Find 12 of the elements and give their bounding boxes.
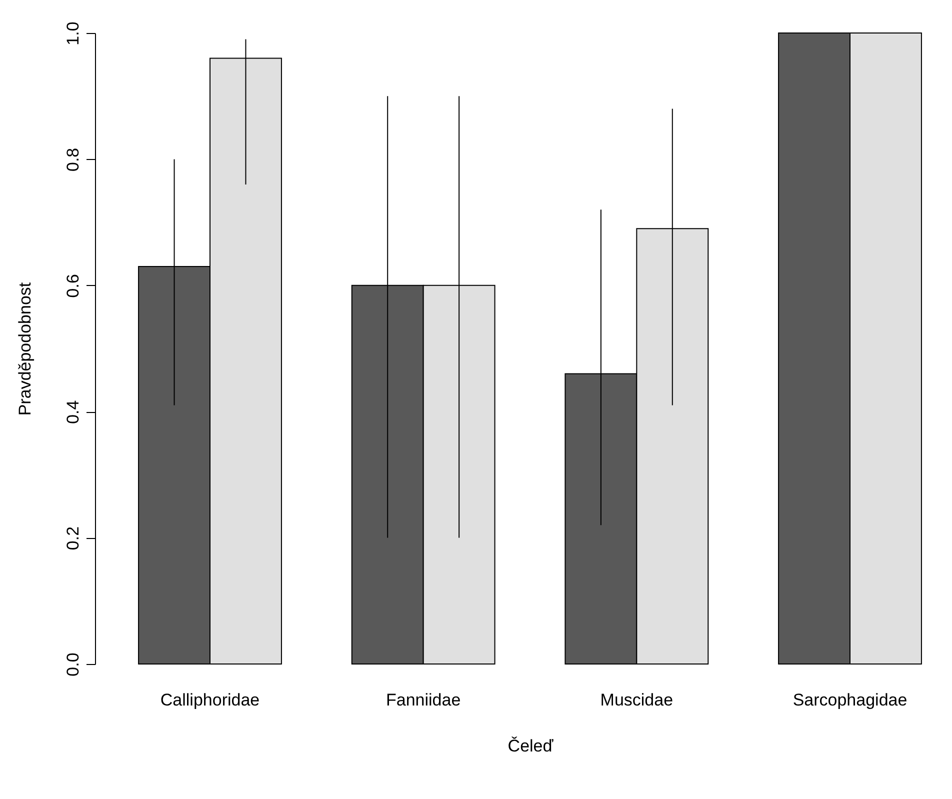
x-tick-label: Muscidae (600, 690, 674, 710)
y-tick-label: 0.8 (64, 148, 82, 172)
x-tick-label: Fanniidae (386, 690, 461, 710)
x-tick-label: Calliphoridae (160, 690, 260, 710)
y-tick-label: 0.0 (64, 652, 82, 676)
y-tick-label: 0.6 (64, 274, 82, 298)
x-tick-label: Sarcophagidae (792, 690, 908, 710)
x-axis-title: Čeleď (508, 736, 554, 756)
y-tick-label: 1.0 (64, 22, 82, 46)
y-tick-label: 0.4 (64, 400, 82, 424)
y-tick-label: 0.2 (64, 526, 82, 550)
y-axis-title: Pravděpodobnost (16, 282, 34, 416)
